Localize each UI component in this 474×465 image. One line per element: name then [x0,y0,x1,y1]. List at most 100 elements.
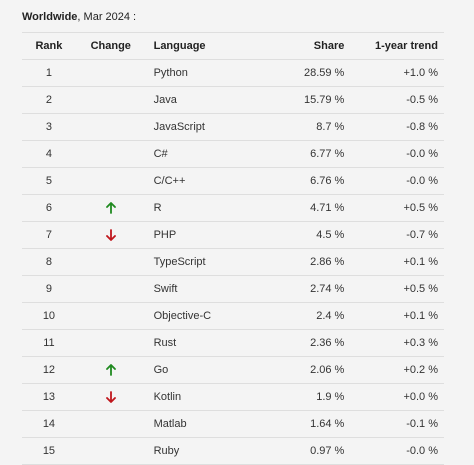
trend-cell: +0.2 % [344,356,444,384]
language-cell: PHP [145,221,260,249]
rank-cell: 5 [22,167,76,195]
trend-cell: -0.5 % [344,86,444,114]
share-cell: 6.77 % [259,140,345,168]
language-cell: Swift [145,275,260,303]
table-row: 4 C# 6.77 % -0.0 % [22,140,444,168]
change-cell [75,221,146,249]
table-row: 5 C/C++ 6.76 % -0.0 % [22,167,444,195]
change-cell [75,86,146,114]
header-row: Rank Change Language Share 1-year trend [22,32,444,60]
trend-cell: -0.7 % [344,221,444,249]
table-row: 9 Swift 2.74 % +0.5 % [22,275,444,303]
share-cell: 4.5 % [259,221,345,249]
table-row: 15 Ruby 0.97 % -0.0 % [22,437,444,465]
language-cell: Go [145,356,260,384]
table-row: 3 JavaScript 8.7 % -0.8 % [22,113,444,141]
column-header-trend: 1-year trend [344,32,444,60]
change-cell [75,113,146,141]
table-row: 13 Kotlin 1.9 % +0.0 % [22,383,444,411]
language-ranking-table: Rank Change Language Share 1-year trend … [22,32,444,465]
rank-cell: 12 [22,356,76,384]
trend-cell: -0.8 % [344,113,444,141]
table-row: 6 R 4.71 % +0.5 % [22,194,444,222]
trend-cell: +0.5 % [344,194,444,222]
trend-cell: +0.0 % [344,383,444,411]
change-cell [75,356,146,384]
change-cell [75,329,146,357]
rank-cell: 14 [22,410,76,438]
language-cell: JavaScript [145,113,260,141]
caption-region: Worldwide [22,11,78,23]
column-header-rank: Rank [22,32,76,60]
rank-cell: 10 [22,302,76,330]
share-cell: 2.06 % [259,356,345,384]
down-arrow-icon [105,391,117,403]
language-cell: Objective-C [145,302,260,330]
change-cell [75,275,146,303]
rank-cell: 1 [22,59,76,87]
trend-cell: +0.3 % [344,329,444,357]
language-cell: Rust [145,329,260,357]
table-row: 12 Go 2.06 % +0.2 % [22,356,444,384]
language-cell: Kotlin [145,383,260,411]
table-row: 11 Rust 2.36 % +0.3 % [22,329,444,357]
rank-cell: 6 [22,194,76,222]
share-cell: 8.7 % [259,113,345,141]
language-cell: TypeScript [145,248,260,276]
trend-cell: -0.1 % [344,410,444,438]
column-header-share: Share [259,32,345,60]
trend-cell: +0.5 % [344,275,444,303]
rank-cell: 7 [22,221,76,249]
rank-cell: 3 [22,113,76,141]
table-row: 8 TypeScript 2.86 % +0.1 % [22,248,444,276]
share-cell: 2.36 % [259,329,345,357]
change-cell [75,383,146,411]
share-cell: 1.9 % [259,383,345,411]
table-row: 14 Matlab 1.64 % -0.1 % [22,410,444,438]
table-header: Rank Change Language Share 1-year trend [22,32,444,60]
rank-cell: 8 [22,248,76,276]
table-row: 1 Python 28.59 % +1.0 % [22,59,444,87]
change-cell [75,248,146,276]
trend-cell: -0.0 % [344,437,444,465]
language-cell: C# [145,140,260,168]
table-row: 10 Objective-C 2.4 % +0.1 % [22,302,444,330]
change-cell [75,167,146,195]
change-cell [75,140,146,168]
trend-cell: +0.1 % [344,302,444,330]
rank-cell: 9 [22,275,76,303]
trend-cell: +1.0 % [344,59,444,87]
table-row: 2 Java 15.79 % -0.5 % [22,86,444,114]
share-cell: 2.74 % [259,275,345,303]
change-cell [75,302,146,330]
change-cell [75,59,146,87]
up-arrow-icon [105,364,117,376]
share-cell: 0.97 % [259,437,345,465]
trend-cell: +0.1 % [344,248,444,276]
share-cell: 2.86 % [259,248,345,276]
language-cell: Matlab [145,410,260,438]
change-cell [75,410,146,438]
change-cell [75,194,146,222]
share-cell: 28.59 % [259,59,345,87]
language-cell: Python [145,59,260,87]
up-arrow-icon [105,202,117,214]
language-cell: Java [145,86,260,114]
rank-cell: 2 [22,86,76,114]
column-header-language: Language [145,32,260,60]
rank-cell: 11 [22,329,76,357]
language-cell: C/C++ [145,167,260,195]
share-cell: 1.64 % [259,410,345,438]
trend-cell: -0.0 % [344,167,444,195]
share-cell: 4.71 % [259,194,345,222]
share-cell: 15.79 % [259,86,345,114]
table-body: 1 Python 28.59 % +1.0 % 2 Java 15.79 % -0.5 % 3 J… [22,59,444,465]
language-cell: Ruby [145,437,260,465]
rank-cell: 4 [22,140,76,168]
rank-cell: 15 [22,437,76,465]
column-header-change: Change [75,32,146,60]
change-cell [75,437,146,465]
down-arrow-icon [105,229,117,241]
table-caption: Worldwide, Mar 2024 : [22,10,136,24]
rank-cell: 13 [22,383,76,411]
